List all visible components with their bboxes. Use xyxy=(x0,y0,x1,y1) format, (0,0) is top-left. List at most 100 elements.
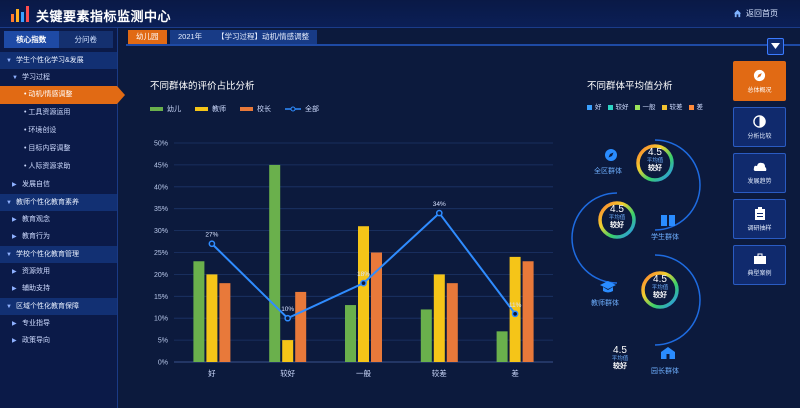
sidebar-item-policy[interactable]: ▶ 政策导向 xyxy=(0,332,117,349)
bar-chart-logo-icon xyxy=(11,6,29,22)
bullet-icon: • xyxy=(24,109,29,116)
contrast-icon xyxy=(753,114,766,128)
y-tick-label: 30% xyxy=(154,228,168,235)
avg-level: 较好 xyxy=(613,363,627,370)
bar-2-4 xyxy=(433,274,445,362)
graduation-cap-icon xyxy=(600,281,616,293)
app-header: 关键要素指标监测中心 返回首页 xyxy=(0,0,800,28)
sidebar-item-resource[interactable]: ▶ 资源效用 xyxy=(0,263,117,280)
sidebar-item-guidance[interactable]: ▶ 专业指导 xyxy=(0,315,117,332)
y-tick-label: 50% xyxy=(154,141,168,148)
avg-level: 较好 xyxy=(648,165,662,172)
line-point xyxy=(511,310,519,318)
sidebar-subitem-help[interactable]: • 人际资源求助 xyxy=(0,158,117,176)
bullet-icon: • xyxy=(24,91,29,98)
caret-right-icon: ▶ xyxy=(12,269,17,275)
x-tick-label: 好 xyxy=(208,368,216,378)
sidebar-item-label: 专业指导 xyxy=(22,320,50,327)
y-tick-label: 5% xyxy=(158,338,168,345)
chip-kindergarten[interactable]: 幼儿园 xyxy=(128,30,167,44)
avg-value: 4.5 xyxy=(610,204,624,215)
avg-level: 较好 xyxy=(653,292,667,299)
group-label-district: 全区群体 xyxy=(594,168,622,175)
avg-node-district: 4.5 平均值 较好 xyxy=(637,147,673,173)
data-label: 10% xyxy=(281,306,294,313)
bar-1-3 xyxy=(345,305,356,362)
legend-item-teacher[interactable]: 教师 xyxy=(195,104,226,114)
overview-button[interactable]: 总体概况 xyxy=(733,61,786,101)
legend-swatch xyxy=(150,107,163,111)
x-tick-label: 较好 xyxy=(280,368,295,378)
briefcase-icon xyxy=(753,253,766,264)
sidebar-subitem-goals[interactable]: • 目标内容调整 xyxy=(0,140,117,158)
funnel-icon xyxy=(771,43,780,49)
bar-3-2 xyxy=(295,291,307,362)
avg-node-student: 4.5 平均值 较好 xyxy=(599,204,635,230)
legend-item-all[interactable]: 全部 xyxy=(285,104,319,114)
sidebar-tabs: 核心指数 分问卷 xyxy=(4,31,113,48)
filter-dropdown-button[interactable] xyxy=(767,38,784,55)
home-icon xyxy=(733,9,742,18)
y-tick-label: 25% xyxy=(154,250,168,257)
bar-2-1 xyxy=(206,274,218,362)
y-tick-label: 45% xyxy=(154,162,168,169)
sidebar-item-behavior[interactable]: ▶ 教育行为 xyxy=(0,228,117,245)
compass-icon xyxy=(753,69,766,81)
sidebar-item-concept[interactable]: ▶ 教育观念 xyxy=(0,211,117,228)
line-series-all xyxy=(211,211,516,320)
bar-2-5 xyxy=(509,256,521,362)
sidebar-item-label: 学习过程 xyxy=(22,74,50,81)
compare-analysis-button[interactable]: 分析比较 xyxy=(733,107,786,147)
typical-case-button[interactable]: 典型案例 xyxy=(733,245,786,285)
sidebar-item-learning-process[interactable]: ▼ 学习过程 xyxy=(0,69,117,86)
legend-item-principal[interactable]: 校长 xyxy=(240,104,271,114)
caret-right-icon: ▶ xyxy=(12,182,17,188)
group-label-principal: 园长群体 xyxy=(651,368,679,375)
sidebar-subitem-label: 工具资源运用 xyxy=(28,109,71,116)
sidebar-item-label: 教育观念 xyxy=(22,216,50,223)
sidebar-item-confidence[interactable]: ▶ 发展自信 xyxy=(0,176,117,193)
legend-item-average: 一般 xyxy=(634,101,656,111)
legend-item-children[interactable]: 幼儿 xyxy=(150,104,181,114)
tab-questionnaire[interactable]: 分问卷 xyxy=(58,31,113,48)
line-point xyxy=(360,279,367,287)
button-label: 典型案例 xyxy=(747,271,772,277)
trend-button[interactable]: 发展趋势 xyxy=(733,153,786,193)
sidebar-item-label: 辅助支持 xyxy=(22,285,50,292)
back-home-link[interactable]: 返回首页 xyxy=(733,8,778,19)
chip-indicator[interactable]: 【学习过程】动机/情感调整 xyxy=(209,30,318,44)
legend-line-swatch xyxy=(285,106,301,112)
bar-1-4 xyxy=(420,309,432,362)
sampling-button[interactable]: 调研抽样 xyxy=(733,199,786,239)
caret-right-icon: ▶ xyxy=(12,217,17,223)
button-label: 总体概况 xyxy=(747,87,772,94)
y-tick-label: 35% xyxy=(154,206,168,213)
sidebar-subitem-motivation[interactable]: • 动机/情感调整 xyxy=(0,86,125,104)
sidebar-subitem-environment[interactable]: • 环境创设 xyxy=(0,122,117,140)
legend-swatch xyxy=(240,107,253,111)
chart-legend: 幼儿 教师 校长 全部 xyxy=(150,104,319,114)
filter-breadcrumb-bar: 幼儿园 2021年 【学习过程】动机/情感调整 xyxy=(126,28,800,46)
caret-down-icon: ▼ xyxy=(12,75,18,81)
bullet-icon: • xyxy=(24,163,29,170)
sidebar-item-support[interactable]: ▶ 辅助支持 xyxy=(0,280,117,297)
sidebar-group-region[interactable]: ▼ 区域个性化教育保障 xyxy=(0,298,117,315)
chip-year[interactable]: 2021年 xyxy=(170,30,211,44)
avg-label: 平均值 xyxy=(646,158,664,164)
bar-1-1 xyxy=(193,261,205,362)
legend-item-poor: 较差 xyxy=(661,101,683,111)
sidebar-item-label: 教育行为 xyxy=(22,233,50,240)
rating-legend: 好 较好 一般 较差 差 xyxy=(587,101,703,111)
sidebar-group-student[interactable]: ▼ 学生个性化学习&发展 xyxy=(0,52,117,69)
button-label: 调研抽样 xyxy=(747,225,772,232)
caret-down-icon: ▼ xyxy=(6,304,12,310)
sidebar-group-teacher[interactable]: ▼ 教师个性化教育素养 xyxy=(0,194,117,211)
group-label-teacher: 教师群体 xyxy=(591,300,619,307)
back-home-label: 返回首页 xyxy=(746,9,778,18)
sidebar-group-label: 教师个性化教育素养 xyxy=(16,199,79,206)
y-tick-label: 0% xyxy=(158,360,168,367)
tab-core-index[interactable]: 核心指数 xyxy=(4,31,59,48)
avg-level: 较好 xyxy=(610,222,624,229)
sidebar-group-school[interactable]: ▼ 学校个性化教育管理 xyxy=(0,246,117,263)
sidebar-subitem-tools[interactable]: • 工具资源运用 xyxy=(0,104,117,122)
